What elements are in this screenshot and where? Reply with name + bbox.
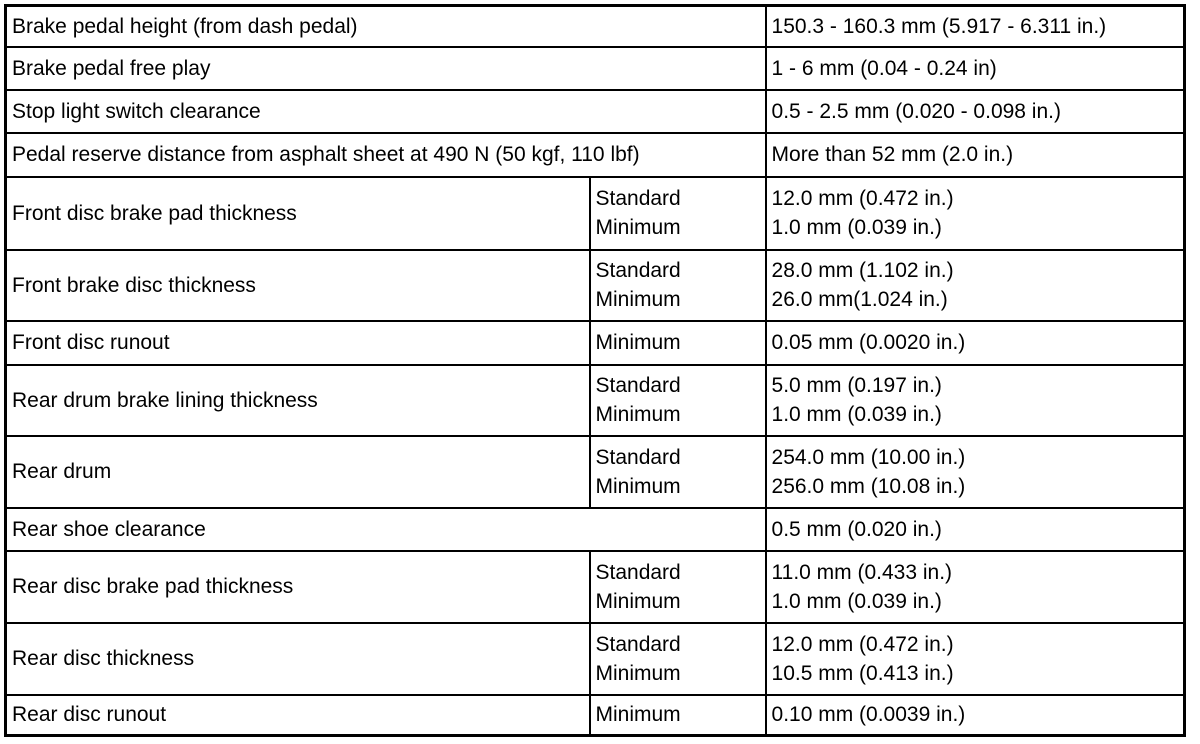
- table-row: Rear drum brake lining thickness Standard…: [4, 363, 1186, 437]
- item-cell: Front disc runout: [4, 319, 591, 366]
- table-row: Rear drum Standard Minimum 254.0 mm (10.00 …: [4, 434, 1186, 509]
- table-row: Brake pedal height (from dash pedal) 150.…: [4, 4, 1186, 48]
- spec-value: 1.0 mm (0.039 in.): [771, 403, 942, 426]
- value-cell: 11.0 mm (0.433 in.) 1.0 mm (0.039 in.): [764, 549, 1186, 624]
- spec-value: 12.0 mm (0.472 in.): [771, 187, 954, 210]
- table-row: Rear disc runout Minimum 0.10 mm (0.0039 i…: [4, 693, 1186, 737]
- brake-specifications-table: Brake pedal height (from dash pedal) 150.…: [4, 4, 1187, 737]
- item-cell: Front disc brake pad thickness: [4, 175, 591, 251]
- spec-type-label: Standard: [595, 632, 681, 656]
- spec-type-label: Minimum: [595, 288, 681, 311]
- item-cell: Stop light switch clearance: [4, 88, 767, 134]
- spec-type-cell: Standard Minimum: [588, 621, 767, 696]
- spec-type-label: Standard: [595, 187, 681, 210]
- spec-value: 256.0 mm (10.08 in.): [771, 474, 966, 498]
- item-cell: Pedal reserve distance from asphalt shee…: [4, 131, 767, 178]
- spec-type-label: Minimum: [595, 403, 681, 426]
- spec-type-label: Standard: [595, 560, 681, 584]
- spec-value: 12.0 mm (0.472 in.): [771, 632, 954, 656]
- spec-value: 0.10 mm (0.0039 in.): [771, 703, 966, 727]
- table-row: Stop light switch clearance 0.5 - 2.5 mm …: [4, 88, 1186, 134]
- spec-type-cell: Standard Minimum: [588, 549, 767, 624]
- table-body: Brake pedal height (from dash pedal) 150.…: [4, 4, 1186, 737]
- spec-value: 1.0 mm (0.039 in.): [771, 216, 942, 239]
- value-cell: 0.5 - 2.5 mm (0.020 - 0.098 in.): [764, 88, 1186, 134]
- spec-type-label: Minimum: [595, 703, 681, 727]
- item-cell: Rear shoe clearance: [4, 506, 767, 552]
- spec-type-cell: Standard Minimum: [588, 434, 767, 509]
- value-cell: More than 52 mm (2.0 in.): [764, 131, 1186, 178]
- table-row: Front disc runout Minimum 0.05 mm (0.0020 …: [4, 319, 1186, 366]
- item-cell: Rear drum brake lining thickness: [4, 363, 591, 437]
- table-row: Front brake disc thickness Standard Minimu…: [4, 248, 1186, 322]
- spec-type-label: Minimum: [595, 589, 681, 613]
- value-cell: 0.05 mm (0.0020 in.): [764, 319, 1186, 366]
- value-cell: 0.5 mm (0.020 in.): [764, 506, 1186, 552]
- table-row: Brake pedal free play 1 - 6 mm (0.04 - 0.…: [4, 45, 1186, 91]
- spec-type-label: Standard: [595, 374, 681, 397]
- spec-type-cell: Standard Minimum: [588, 175, 767, 251]
- value-cell: 150.3 - 160.3 mm (5.917 - 6.311 in.): [764, 4, 1186, 48]
- spec-value: 0.05 mm (0.0020 in.): [771, 331, 966, 354]
- item-cell: Rear disc brake pad thickness: [4, 549, 591, 624]
- item-cell: Brake pedal free play: [4, 45, 767, 91]
- spec-type-cell: Minimum: [588, 319, 767, 366]
- item-cell: Brake pedal height (from dash pedal): [4, 4, 767, 48]
- spec-value: 11.0 mm (0.433 in.): [771, 560, 953, 584]
- spec-value: 10.5 mm (0.413 in.): [771, 661, 954, 685]
- spec-type-cell: Standard Minimum: [588, 363, 767, 437]
- spec-value: 28.0 mm (1.102 in.): [771, 259, 954, 282]
- item-cell: Rear disc runout: [4, 693, 591, 737]
- table-row: Rear disc thickness Standard Minimum 12.0 m…: [4, 621, 1186, 696]
- item-cell: Front brake disc thickness: [4, 248, 591, 322]
- value-cell: 254.0 mm (10.00 in.) 256.0 mm (10.08 in.): [764, 434, 1186, 509]
- spec-type-label: Minimum: [595, 216, 681, 239]
- spec-value: 5.0 mm (0.197 in.): [771, 374, 942, 397]
- table-row: Rear disc brake pad thickness Standard Min…: [4, 549, 1186, 624]
- value-cell: 0.10 mm (0.0039 in.): [764, 693, 1186, 737]
- value-cell: 28.0 mm (1.102 in.) 26.0 mm(1.024 in.): [764, 248, 1186, 322]
- table-row: Pedal reserve distance from asphalt shee…: [4, 131, 1186, 178]
- value-cell: 5.0 mm (0.197 in.) 1.0 mm (0.039 in.): [764, 363, 1186, 437]
- spec-type-label: Minimum: [595, 474, 681, 498]
- spec-type-cell: Standard Minimum: [588, 248, 767, 322]
- value-cell: 12.0 mm (0.472 in.) 10.5 mm (0.413 in.): [764, 621, 1186, 696]
- spec-type-label: Minimum: [595, 661, 681, 685]
- spec-type-label: Minimum: [595, 331, 681, 354]
- item-cell: Rear drum: [4, 434, 591, 509]
- spec-value: 254.0 mm (10.00 in.): [771, 445, 966, 469]
- table-row: Rear shoe clearance 0.5 mm (0.020 in.): [4, 506, 1186, 552]
- spec-type-label: Standard: [595, 259, 681, 282]
- spec-type-cell: Minimum: [588, 693, 767, 737]
- value-cell: 12.0 mm (0.472 in.) 1.0 mm (0.039 in.): [764, 175, 1186, 251]
- spec-type-label: Standard: [595, 445, 681, 469]
- table-row: Front disc brake pad thickness Standard Mi…: [4, 175, 1186, 251]
- spec-value: 1.0 mm (0.039 in.): [771, 589, 942, 613]
- item-cell: Rear disc thickness: [4, 621, 591, 696]
- value-cell: 1 - 6 mm (0.04 - 0.24 in): [764, 45, 1186, 91]
- spec-value: 26.0 mm(1.024 in.): [771, 288, 948, 311]
